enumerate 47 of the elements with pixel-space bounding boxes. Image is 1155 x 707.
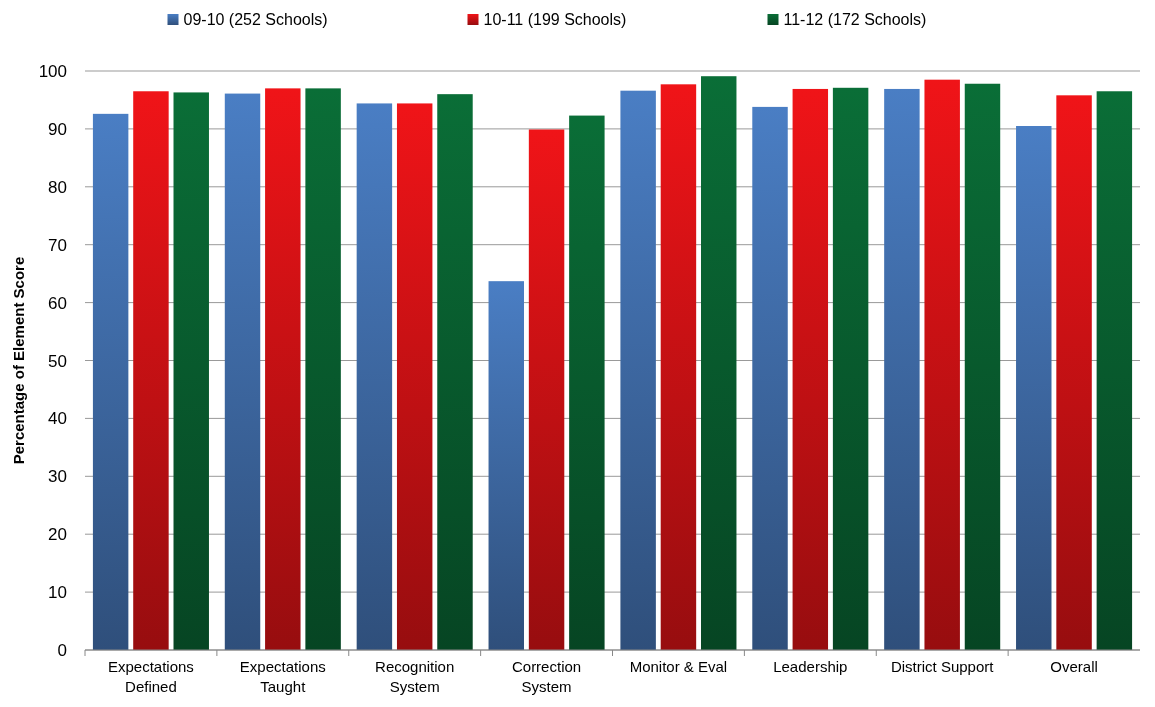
y-tick-label: 100 bbox=[38, 62, 67, 81]
bar bbox=[528, 129, 565, 650]
x-tick-label: Expectations Defined bbox=[107, 658, 194, 695]
bar bbox=[173, 92, 209, 650]
bar bbox=[964, 83, 1001, 650]
x-tick-label: Expectations Taught bbox=[239, 658, 326, 695]
bar bbox=[620, 90, 656, 650]
x-tick-label: Monitor & Eval bbox=[629, 658, 728, 675]
y-tick-label: 80 bbox=[48, 177, 67, 197]
bar bbox=[660, 84, 697, 650]
y-tick-label: 0 bbox=[57, 641, 67, 660]
bar bbox=[924, 79, 960, 650]
y-tick-label: 10 bbox=[48, 583, 67, 603]
bar bbox=[1056, 95, 1092, 650]
bar bbox=[569, 115, 605, 650]
bar bbox=[133, 91, 169, 650]
legend-label: 11-12 (172 Schools) bbox=[783, 11, 927, 28]
legend-label: 10-11 (199 Schools) bbox=[483, 11, 627, 28]
y-tick-label: 30 bbox=[48, 467, 67, 487]
bar bbox=[752, 106, 788, 650]
y-tick-label: 50 bbox=[48, 351, 67, 371]
x-tick-label: Recognition System bbox=[375, 658, 455, 695]
bar bbox=[437, 94, 473, 650]
bar bbox=[305, 88, 341, 650]
bar bbox=[356, 103, 393, 650]
legend-label: 09-10 (252 Schools) bbox=[183, 11, 328, 28]
x-tick-label: Leadership bbox=[773, 658, 848, 675]
x-tick-label: Overall bbox=[1050, 658, 1098, 675]
bar bbox=[265, 88, 301, 650]
bar bbox=[1096, 91, 1133, 650]
bar bbox=[832, 87, 869, 650]
bar bbox=[396, 103, 433, 650]
x-tick-label: District Support bbox=[890, 658, 995, 675]
y-tick-label: 60 bbox=[48, 293, 67, 313]
bar bbox=[701, 76, 737, 650]
y-tick-label: 90 bbox=[48, 119, 67, 139]
bar bbox=[1016, 126, 1052, 650]
bar bbox=[792, 88, 829, 650]
y-tick-label: 40 bbox=[48, 409, 67, 429]
bar bbox=[224, 93, 261, 650]
bar bbox=[884, 88, 920, 650]
y-axis-title: Percentage of Element Score bbox=[10, 256, 27, 465]
y-tick-label: 70 bbox=[48, 235, 67, 255]
y-tick-label: 20 bbox=[48, 525, 67, 545]
bar bbox=[488, 281, 524, 650]
bar bbox=[92, 113, 129, 650]
x-tick-label: Correction System bbox=[511, 658, 582, 695]
